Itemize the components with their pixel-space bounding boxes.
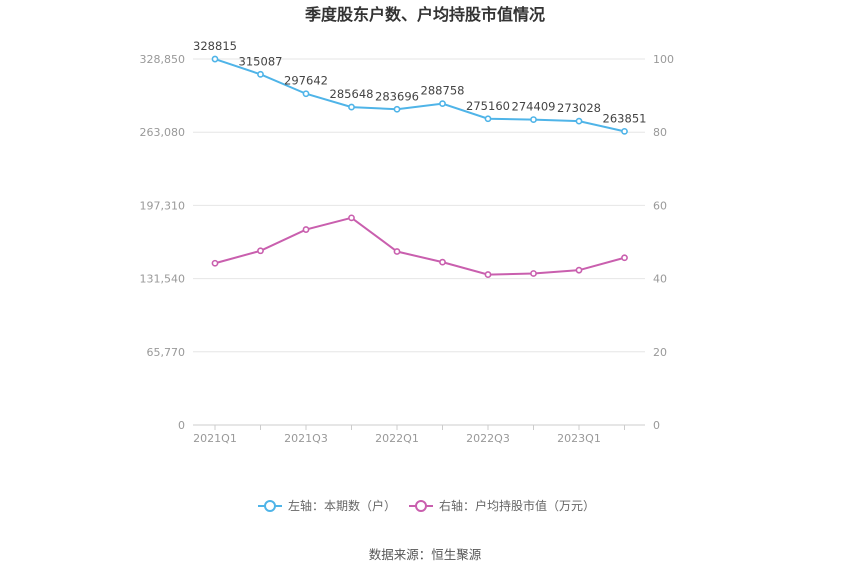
legend-marker [264, 500, 276, 512]
x-tick-label: 2021Q3 [284, 432, 328, 445]
data-label: 274409 [512, 100, 556, 114]
data-point [257, 247, 264, 255]
left-tick-label: 65,770 [147, 346, 186, 359]
data-label: 288758 [421, 84, 465, 98]
right-tick-label: 100 [653, 53, 674, 66]
x-tick-label: 2022Q1 [375, 432, 419, 445]
data-point [530, 270, 537, 277]
left-tick-label: 0 [178, 419, 185, 432]
legend[interactable]: 左轴：本期数（户） 右轴：户均持股市值（万元） [258, 498, 595, 513]
data-point [484, 115, 492, 123]
data-point [530, 116, 537, 123]
data-label: 273028 [557, 101, 601, 115]
data-point [348, 214, 355, 222]
legend-item[interactable]: 左轴：本期数（户） [258, 498, 396, 513]
data-label: 315087 [239, 54, 283, 68]
data-point [393, 248, 401, 255]
data-label: 328815 [193, 39, 237, 53]
series-line [214, 216, 625, 276]
data-label: 297642 [284, 74, 328, 88]
data-point [211, 55, 219, 63]
data-point [575, 266, 583, 274]
data-label: 285648 [330, 87, 374, 101]
data-point [621, 127, 628, 135]
right-tick-label: 20 [653, 346, 667, 359]
data-point [393, 105, 401, 113]
data-point [302, 90, 310, 98]
data-label: 263851 [603, 111, 647, 125]
data-point [302, 226, 310, 233]
legend-item[interactable]: 右轴：户均持股市值（万元） [409, 498, 595, 513]
data-point [439, 100, 446, 108]
data-label: 283696 [375, 89, 419, 103]
right-tick-label: 0 [653, 419, 660, 432]
series [211, 55, 628, 278]
x-tick-label: 2022Q3 [466, 432, 510, 445]
right-tick-label: 60 [653, 199, 667, 212]
data-point [348, 103, 355, 111]
legend-label: 右轴：户均持股市值（万元） [439, 498, 595, 513]
chart-title: 季度股东户数、户均持股市值情况 [304, 5, 545, 24]
source-note: 数据来源：恒生聚源 [369, 547, 482, 562]
grid-lines [193, 58, 645, 426]
data-point [484, 271, 492, 278]
right-tick-label: 40 [653, 273, 667, 286]
left-tick-label: 328,850 [140, 53, 186, 66]
data-point [211, 259, 219, 267]
data-point [439, 258, 446, 266]
left-tick-label: 263,080 [140, 126, 186, 139]
data-point [621, 254, 628, 262]
left-tick-label: 131,540 [140, 273, 186, 286]
x-tick-label: 2023Q1 [557, 432, 601, 445]
legend-label: 左轴：本期数（户） [288, 498, 396, 513]
legend-marker [415, 500, 427, 512]
x-tick-label: 2021Q1 [193, 432, 237, 445]
data-point [575, 117, 583, 125]
data-point [257, 70, 264, 78]
axes: 0 0 65,770 20 131,540 40 197,310 60 263,080 80 328… [140, 53, 675, 445]
right-tick-label: 80 [653, 126, 667, 139]
left-tick-label: 197,310 [140, 199, 186, 212]
series-line [214, 58, 625, 133]
data-label: 275160 [466, 99, 510, 113]
